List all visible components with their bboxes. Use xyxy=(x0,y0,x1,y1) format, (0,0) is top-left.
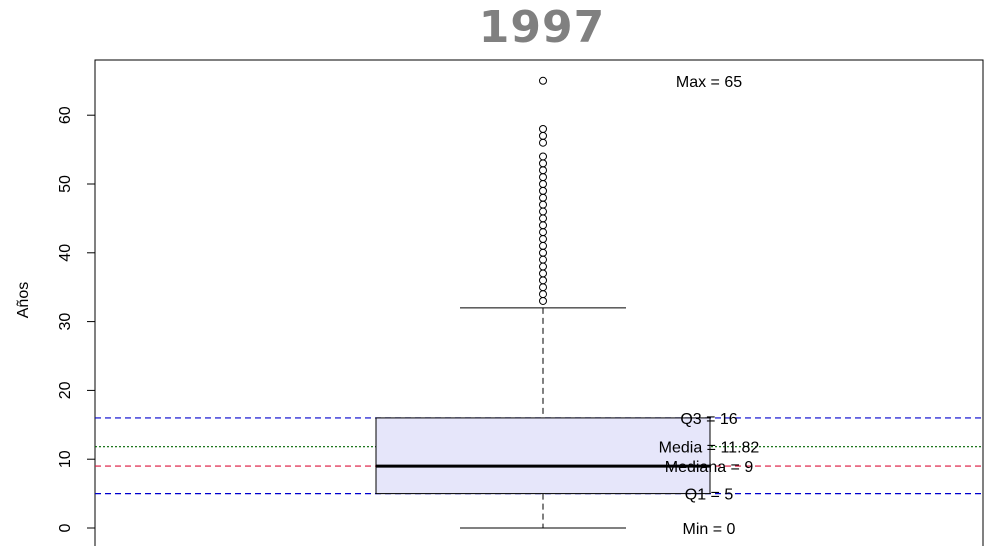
outlier-point xyxy=(539,207,547,216)
y-tick-label: 50 xyxy=(57,175,74,193)
annotation-label: Q1 = 5 xyxy=(685,487,734,504)
outlier-point xyxy=(539,262,547,271)
outlier-point xyxy=(539,276,547,285)
annotations: Max = 65 Q3 = 16 Media = 11.82 Mediana = 9 Q… xyxy=(659,74,760,538)
outlier-point xyxy=(539,180,547,188)
y-tick-label: 10 xyxy=(57,450,74,468)
y-tick-label: 0 xyxy=(57,523,74,532)
outlier-point xyxy=(539,241,547,250)
outlier-point xyxy=(539,283,547,292)
y-tick-label: 40 xyxy=(57,244,74,262)
outlier-point xyxy=(539,296,547,305)
outlier-point xyxy=(539,269,547,278)
outlier-point xyxy=(539,290,547,299)
y-tick-label: 30 xyxy=(57,313,74,331)
outlier-point xyxy=(539,159,547,168)
annotation-label: Q3 = 16 xyxy=(680,411,737,428)
outlier-point xyxy=(539,152,547,161)
outlier-point xyxy=(539,131,547,140)
annotation-label: Max = 65 xyxy=(676,74,742,91)
outlier-point xyxy=(539,228,547,237)
box-iqr xyxy=(375,417,711,495)
outlier-point xyxy=(539,255,547,264)
outlier-point xyxy=(539,173,547,182)
annotation-label: Media = 11.82 xyxy=(659,440,760,457)
outlier-point xyxy=(539,138,547,147)
outlier-point xyxy=(539,200,547,209)
y-tick-label: 60 xyxy=(57,106,74,124)
outlier-point xyxy=(539,193,547,202)
y-axis-label: Años xyxy=(15,282,32,318)
outlier-point xyxy=(539,235,547,244)
annotation-label: Mediana = 9 xyxy=(665,459,754,476)
outlier-points xyxy=(539,76,547,305)
outlier-point xyxy=(539,186,547,195)
outlier-point xyxy=(539,76,547,85)
outlier-point xyxy=(539,166,547,175)
outlier-point xyxy=(539,214,547,223)
box-group xyxy=(375,307,711,529)
outlier-point xyxy=(539,221,547,230)
outlier-point xyxy=(539,248,547,257)
y-axis: 0 10 20 30 40 50 60 xyxy=(57,106,95,532)
outlier-point xyxy=(539,124,547,133)
chart-title: 1997 xyxy=(478,2,606,53)
plot-frame xyxy=(94,59,984,546)
y-tick-label: 20 xyxy=(57,381,74,399)
annotation-label: Min = 0 xyxy=(683,521,736,538)
plot-border xyxy=(94,59,984,546)
